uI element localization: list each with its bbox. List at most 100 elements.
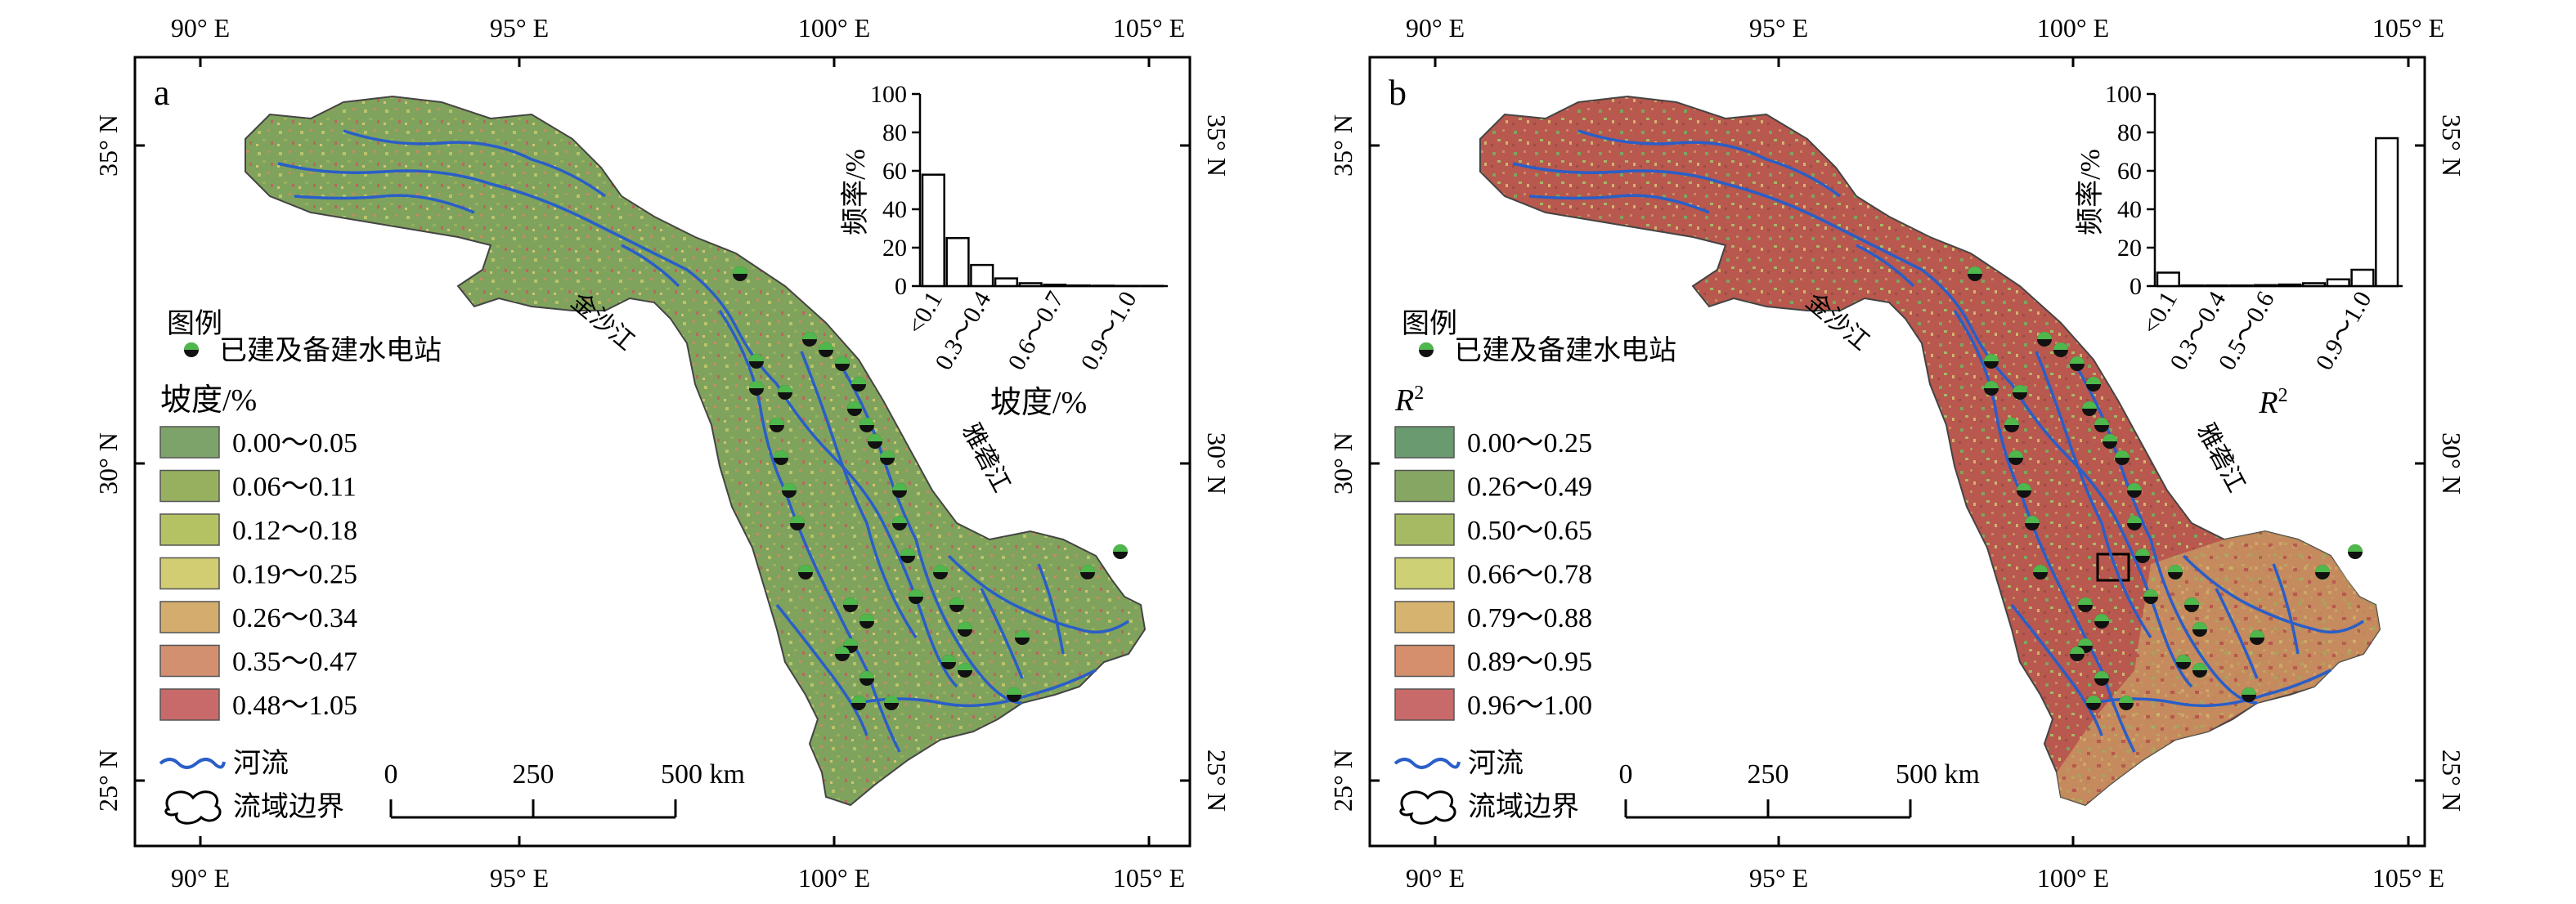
legend-header: 图例 [1402,309,1457,339]
map-frame [1368,56,2426,848]
lon-label-bottom: 90° E [171,863,230,893]
hist-bar [994,277,1019,288]
hydropower-station-marker [1113,544,1128,559]
hydropower-station-marker [949,597,964,612]
lon-label-top: 105° E [2372,13,2444,43]
hist-y-tick-label: 60 [2117,158,2142,185]
basin-map [1479,96,2381,806]
hydropower-station-marker [892,516,907,530]
hist-y-tick-label: 100 [870,81,907,108]
hydropower-station-marker [802,332,817,347]
legend-class-label: 0.00～0.25 [1467,428,1592,459]
hydropower-station-marker [2008,450,2023,465]
hist-y-tick-label: 0 [2129,273,2142,300]
hist-bar [1018,282,1043,288]
hydropower-station-marker [2315,565,2330,580]
hydropower-station-marker [2242,687,2256,702]
lon-label-bottom: 100° E [798,863,870,893]
hydropower-station-marker [819,342,833,357]
panel-b: 90° E 90° E 95° E 95° E 100° E 100° E 105° E 10… [1328,13,2466,893]
legend-station-symbol [1419,342,1434,357]
hydropower-station-marker [958,622,972,637]
lat-label-right: 35° N [1202,114,1232,177]
hist-bar [2375,136,2399,288]
hist-x-title: 坡度/% [990,386,1087,420]
hydropower-station-marker [2192,622,2207,637]
hydropower-station-marker [2053,342,2068,357]
legend-station-label: 已建及备建水电站 [219,335,442,366]
hist-bar [2253,284,2278,288]
hydropower-station-marker [774,450,788,465]
legend-boundary-symbol [164,790,222,825]
hydropower-station-marker [859,671,874,686]
legend-swatch [159,469,220,503]
hist-y-tick-label: 100 [2105,81,2142,108]
hist-y-tick-label: 60 [882,158,907,185]
legend-class-label: 0.12～0.18 [232,516,357,546]
hydropower-station-marker [2115,450,2129,465]
hist-bar [2180,284,2205,288]
legend-class-label: 0.50～0.65 [1467,516,1592,546]
hydropower-station-marker [770,418,784,432]
legend-swatch [1394,513,1455,546]
legend-station-symbol [184,342,199,357]
legend-swatch [159,426,220,459]
legend-station-label: 已建及备建水电站 [1454,335,1676,366]
legend-swatch [159,688,220,721]
hydropower-station-marker [847,401,862,416]
legend-swatch [159,601,220,633]
hydropower-station-marker [1984,354,1999,369]
hydropower-station-marker [1984,381,1999,396]
hist-x-title: R2 [2258,385,2287,420]
lat-label-right: 25° N [1202,750,1232,812]
hydropower-station-marker [868,434,882,449]
hist-y-tick-label: 80 [882,119,907,146]
scale-label: 250 [1748,759,1789,790]
hist-y-tick-label: 40 [2117,196,2142,223]
hist-bar [945,237,970,288]
hydropower-station-marker [2082,401,2097,416]
lat-label-right: 30° N [1202,432,1232,495]
hist-x-tick-label: 0.6～0.7 [1003,287,1069,374]
hydropower-station-marker [2348,544,2363,559]
hydropower-station-marker [1007,687,1021,702]
hist-y-tick-label: 20 [882,235,907,262]
hydropower-station-marker [2094,418,2109,432]
legend-class-label: 0.26～0.49 [1467,472,1592,503]
hydropower-station-marker [851,696,866,710]
lon-label-bottom: 95° E [1749,863,1808,893]
hydropower-station-marker [958,663,972,678]
hydropower-station-marker [2176,655,2191,669]
legend-swatch [1394,644,1455,678]
hydropower-station-marker [835,647,850,661]
hydropower-station-marker [1080,565,1095,580]
hydropower-station-marker [2013,385,2027,400]
hydropower-station-marker [749,354,764,369]
panel-label: b [1389,73,1407,113]
hydropower-station-marker [2070,356,2085,371]
legend-variable-title: R2 [1394,383,1424,418]
lat-label-left: 35° N [93,114,123,177]
lat-label-right: 30° N [2437,432,2466,495]
hydropower-station-marker [900,548,915,563]
lon-label-bottom: 100° E [2037,863,2109,893]
hydropower-station-marker [2135,548,2150,563]
hist-bar [2228,284,2254,288]
hydropower-station-marker [2070,647,2085,661]
map-frame [133,56,1192,848]
hydropower-station-marker [2127,483,2142,498]
hist-bar [2278,283,2302,288]
hydropower-station-marker [733,266,747,281]
lat-label-left: 35° N [1328,114,1358,177]
legend-swatch [159,644,220,678]
hist-bar [1043,284,1067,288]
hydropower-station-marker [2143,589,2158,604]
lon-label-bottom: 90° E [1406,863,1465,893]
hydropower-station-marker [2094,614,2109,629]
basin-region-se [2057,531,2380,805]
panel-label: a [154,73,170,113]
hydropower-station-marker [2033,565,2048,580]
hydropower-station-marker [782,483,797,498]
